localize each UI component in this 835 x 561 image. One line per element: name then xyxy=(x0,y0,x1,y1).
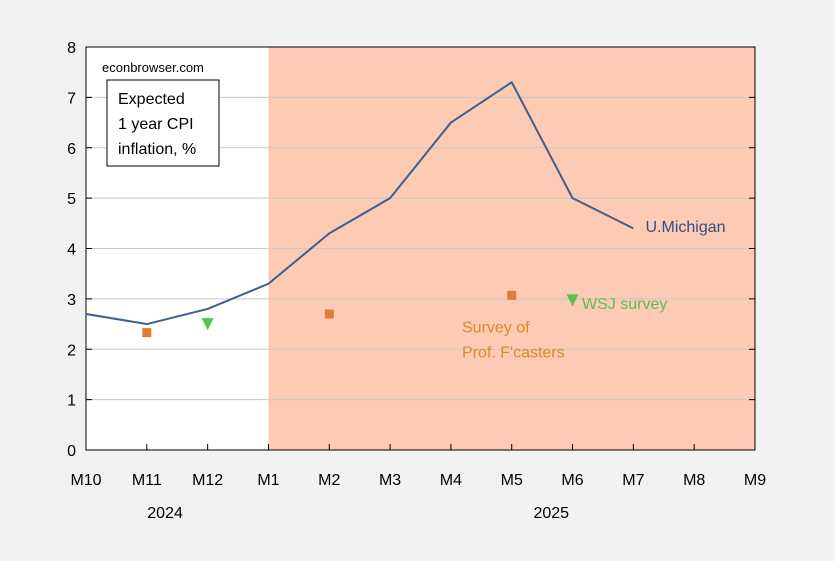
x-tick-label: M1 xyxy=(257,472,279,489)
x-tick-label: M8 xyxy=(683,472,705,489)
u-michigan-label: U.Michigan xyxy=(646,219,726,236)
y-axis: 0 1 2 3 4 5 6 7 8 xyxy=(67,40,755,460)
y-tick-label: 1 xyxy=(67,393,76,410)
y-tick-label: 5 xyxy=(67,191,76,208)
year-label: 2025 xyxy=(533,505,569,522)
spf-label: Survey of xyxy=(462,320,530,337)
x-tick-label: M4 xyxy=(440,472,462,489)
y-tick-label: 7 xyxy=(67,90,76,107)
x-axis: M10 M11 M12 M1 M2 M3 M4 M5 M6 M7 M8 M9 2024 2025 xyxy=(70,444,766,522)
y-tick-label: 0 xyxy=(67,443,76,460)
wsj-marker xyxy=(566,294,579,307)
y-tick-label: 6 xyxy=(67,141,76,158)
y-tick-label: 8 xyxy=(67,40,76,57)
y-tick-label: 3 xyxy=(67,292,76,309)
x-tick-label: M5 xyxy=(501,472,523,489)
title-line-3: inflation, % xyxy=(118,141,196,158)
x-tick-label: M3 xyxy=(379,472,401,489)
wsj-marker xyxy=(201,318,214,331)
wsj-label: WSJ survey xyxy=(582,296,667,313)
x-tick-label: M10 xyxy=(70,472,101,489)
x-tick-label: M9 xyxy=(744,472,766,489)
year-label: 2024 xyxy=(147,505,183,522)
x-tick-label: M11 xyxy=(132,472,162,489)
source-label: econbrowser.com xyxy=(102,60,204,75)
u-michigan-line xyxy=(85,81,634,326)
spf-marker xyxy=(142,328,152,338)
x-tick-label: M6 xyxy=(561,472,583,489)
series: U.Michigan Survey of Prof. F'casters WSJ su… xyxy=(85,81,726,362)
x-tick-label: M2 xyxy=(318,472,340,489)
title-box xyxy=(106,79,220,167)
y-tick-label: 4 xyxy=(67,242,76,259)
spf-marker xyxy=(507,290,517,300)
title-line-2: 1 year CPI xyxy=(118,116,194,133)
x-tick-label: M12 xyxy=(192,472,223,489)
spf-label: Prof. F'casters xyxy=(462,345,565,362)
title-line-1: Expected xyxy=(118,91,185,108)
x-tick-label: M7 xyxy=(622,472,644,489)
y-tick-label: 2 xyxy=(67,342,76,359)
spf-marker xyxy=(324,309,334,319)
